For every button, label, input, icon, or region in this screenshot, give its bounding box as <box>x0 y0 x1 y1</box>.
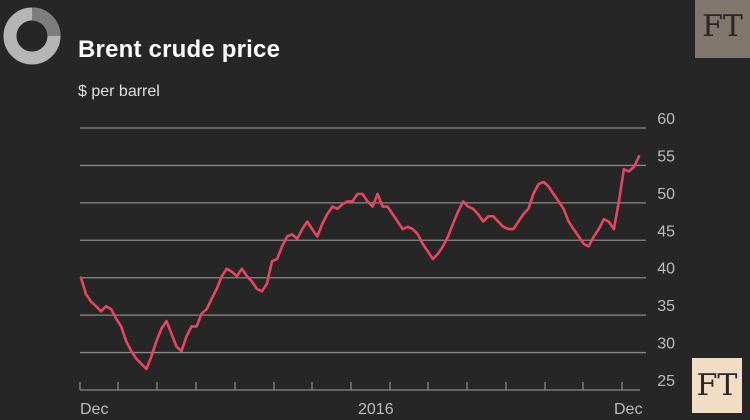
ft-ring-logo-icon <box>0 0 70 80</box>
series-line-brent <box>79 155 641 371</box>
y-tick-label: 50 <box>657 186 675 203</box>
chart-title: Brent crude price <box>78 36 281 63</box>
x-tick-label: 2016 <box>358 401 394 418</box>
x-axis: Dec 2016 Dec <box>79 382 642 418</box>
y-tick-label: 40 <box>657 261 675 278</box>
y-tick-label: 55 <box>657 148 675 165</box>
chart-subtitle: $ per barrel <box>78 83 160 100</box>
ft-logo-top: FT <box>695 0 750 58</box>
x-tick-label: Dec <box>614 401 642 418</box>
y-tick-label: 35 <box>657 298 675 315</box>
y-tick-label: 25 <box>657 373 675 390</box>
y-tick-label: 45 <box>657 223 675 240</box>
x-tick-label: Dec <box>80 401 108 418</box>
gridlines <box>80 127 646 354</box>
ft-logo-bottom: FT <box>692 358 742 413</box>
y-tick-label: 60 <box>657 111 675 128</box>
y-axis-ticks: 25 30 35 40 45 50 55 60 <box>657 111 675 390</box>
y-tick-label: 30 <box>657 336 675 353</box>
